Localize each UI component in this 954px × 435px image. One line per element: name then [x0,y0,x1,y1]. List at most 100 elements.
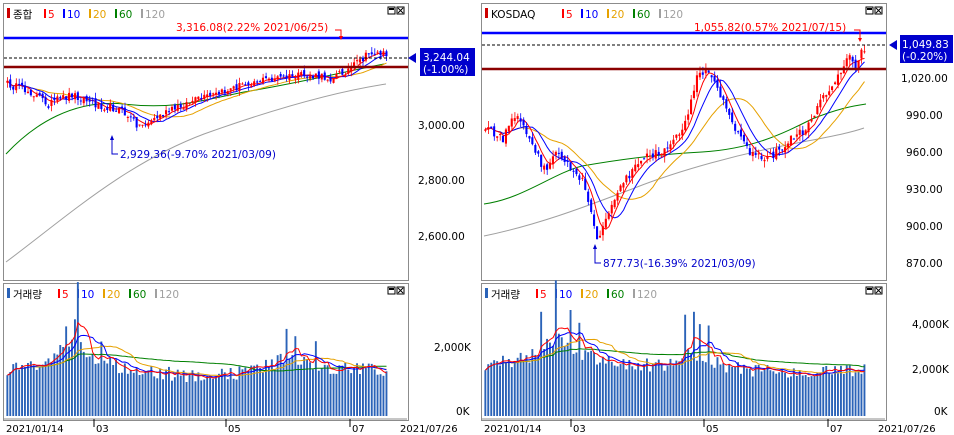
close-icon[interactable] [396,6,405,15]
candle [739,129,742,137]
volume-bar [816,372,819,416]
volume-bar [176,369,179,416]
volume-bar [519,352,522,416]
maximize-icon[interactable] [865,286,874,295]
candle [259,81,262,83]
legend-label-10: 10 [67,9,80,21]
right-ytick: 930.00 [906,184,943,196]
legend-marker [89,9,91,18]
volume-bar [24,367,26,416]
volume-bar [819,373,822,416]
candle [572,170,575,172]
volume-bar [203,379,206,416]
volume-bar [153,376,156,416]
candle [501,136,504,143]
candle [291,74,294,77]
volume-bar [94,363,97,416]
candle [834,82,837,84]
candle [356,60,359,62]
volume-bar [291,355,294,416]
volume-bar [314,341,317,416]
candle [347,68,350,74]
candle [35,94,38,97]
left-price-chart[interactable]: 종합 5 10 20 60 120 3,316.08(2.22% 2021/06/25)… [3,3,409,281]
candle [123,107,126,116]
candle [546,164,549,170]
volume-bar [156,378,159,416]
candle [385,51,388,57]
volume-bar [807,377,810,416]
volume-bar [552,345,554,416]
volume-bar [801,375,804,416]
candle [250,85,253,87]
volume-bar [253,365,256,416]
volume-bar [681,358,684,416]
volume-series-marker [485,288,488,298]
maximize-icon[interactable] [387,286,396,295]
volume-bar [557,333,560,416]
left-current-change: (-1.00%) [423,64,468,76]
candle [734,123,737,131]
candle [660,156,663,158]
volume-bar [273,369,276,416]
maximize-icon[interactable] [387,6,396,15]
volume-bar [88,356,91,416]
candle [200,97,203,100]
right-price-chart[interactable]: KOSDAQ 5 10 20 60 120 1,055.82(0.57% 2021/07… [481,3,887,281]
volume-bar [728,364,731,416]
candle [203,94,206,99]
ma5-line [7,52,387,126]
volume-bar [743,364,745,416]
right-ytick: 900.00 [906,221,943,233]
close-icon[interactable] [874,6,883,15]
volume-bar [285,328,288,416]
volume-bar [710,364,713,416]
close-icon[interactable] [396,286,405,295]
right-volume-title: 거래량 [491,289,520,301]
close-icon[interactable] [874,286,883,295]
volume-bar [707,325,710,416]
volume-bar [502,355,504,416]
volume-bar [126,373,129,416]
volume-bar [698,324,701,416]
candle [329,77,332,82]
candle [41,93,44,99]
volume-bar [6,375,9,416]
volume-bar [220,368,223,416]
candle [692,90,695,98]
maximize-icon[interactable] [865,6,874,15]
volume-bar [97,363,100,416]
legend-label-10: 10 [559,289,572,301]
candle [845,58,848,67]
ma120-line [5,83,387,263]
candle [848,55,851,60]
candle [551,156,554,164]
legend-label-5: 5 [566,9,573,21]
volume-bar [74,319,76,416]
legend-marker [115,9,117,18]
left-volume-chart[interactable]: 거래량 5 10 20 60 120 [3,282,409,421]
candle [519,118,522,122]
volume-bar [684,314,687,416]
volume-bar [329,373,332,416]
volume-bar [848,365,851,416]
volume-bar [596,364,598,416]
volume-bar [587,352,590,416]
candle [367,53,370,55]
volume-bar [563,346,566,416]
candle [742,134,745,142]
candle [350,67,353,71]
candle [825,95,828,97]
volume-bar [215,377,217,416]
legend-marker [129,289,131,298]
right-volume-chart[interactable]: 거래량 5 10 20 60 120 [481,280,887,421]
volume-ma60-line [485,348,865,371]
right-xlabel: 05 [706,424,719,435]
candle [769,153,772,155]
candle [297,72,300,80]
left-price-axis: 3,244.04 (-1.00%) 3,000.00 2,800.00 2,60… [408,3,477,279]
volume-bar [493,360,496,416]
ma20-line [485,81,865,200]
right-ytick: 1,020.00 [901,73,948,85]
volume-ma60-line [7,353,387,376]
